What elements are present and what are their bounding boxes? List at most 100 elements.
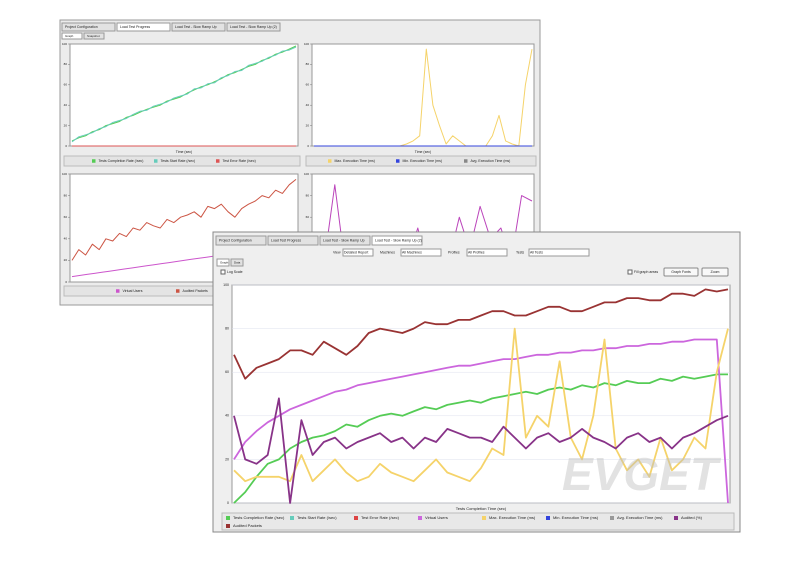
y-tick-label: 60 [306, 83, 310, 87]
legend-swatch [176, 289, 180, 293]
legend-label: Test Error Rate (/sec) [223, 159, 256, 163]
series-line [233, 397, 729, 504]
y-tick-label: 20 [225, 457, 229, 461]
dropdown[interactable] [528, 248, 590, 257]
legend-label: Audited (%) [681, 515, 703, 520]
tab-label: Load Test - Slow Ramp Up [323, 238, 365, 242]
tab[interactable] [226, 22, 281, 32]
series-line [71, 46, 297, 143]
legend-swatch [482, 516, 486, 520]
legend-label: Virtual Users [425, 515, 448, 520]
y-tick-label: 60 [64, 83, 68, 87]
legend-label: Tests Start Rate (/sec) [161, 159, 196, 163]
checkbox[interactable] [220, 269, 226, 275]
checkbox-label: Log Scale [227, 270, 243, 274]
tab-label: Project Configuration [65, 25, 98, 29]
legend-label: Tests Completion Rate (/sec) [233, 515, 285, 520]
button[interactable] [663, 267, 699, 277]
legend-swatch [154, 159, 158, 163]
y-tick-label: 60 [225, 370, 229, 374]
tab[interactable] [319, 235, 371, 246]
tab-label: Graph [65, 34, 74, 38]
legend-swatch [546, 516, 550, 520]
y-tick-label: 60 [306, 215, 310, 219]
dropdown-value: All Tests [530, 250, 543, 254]
watermark: EVGET [562, 448, 722, 500]
tab-label: Load Test - Slow Ramp Up (2) [375, 238, 422, 242]
tab[interactable] [230, 258, 244, 267]
dropdown-value: Detailed Report [344, 250, 368, 254]
y-tick-label: 20 [64, 258, 68, 262]
legend-bar [221, 512, 735, 531]
tab[interactable] [61, 22, 116, 32]
legend-swatch [674, 516, 678, 520]
legend-label: Avg. Execution Time (ms) [471, 159, 511, 163]
tab[interactable] [171, 22, 226, 32]
tab[interactable] [61, 32, 83, 40]
tab[interactable] [267, 235, 319, 246]
y-tick-label: 80 [64, 193, 68, 197]
y-tick-label: 100 [62, 172, 67, 176]
legend-swatch [328, 159, 332, 163]
dropdown-value: All Machines [402, 250, 422, 254]
x-axis-label: Time (sec) [176, 150, 192, 154]
legend-swatch [464, 159, 468, 163]
y-tick-label: 80 [64, 62, 68, 66]
y-tick-label: 40 [306, 103, 310, 107]
legend-label: Audited Packets [183, 289, 209, 293]
y-tick-label: 0 [307, 144, 309, 148]
toolbar-label: Profiles [448, 250, 460, 254]
legend-label: Avg. Execution Time (ms) [617, 515, 663, 520]
legend-swatch [610, 516, 614, 520]
legend-label: Tests Start Rate (/sec) [297, 515, 337, 520]
y-tick-label: 0 [65, 144, 67, 148]
tab[interactable] [83, 32, 105, 40]
checkbox[interactable] [627, 269, 633, 275]
legend-label: Virtual Users [123, 289, 143, 293]
legend-label: Max. Execution Time (ms) [335, 159, 375, 163]
legend-swatch [116, 289, 120, 293]
tab[interactable] [116, 22, 171, 32]
y-tick-label: 0 [65, 280, 67, 284]
tab-label: Load Test - Slow Ramp Up [175, 25, 217, 29]
y-tick-label: 40 [64, 237, 68, 241]
y-tick-label: 100 [304, 172, 309, 176]
legend-swatch [216, 159, 220, 163]
legend-label: Tests Completion Rate (/sec) [99, 159, 144, 163]
dropdown[interactable] [400, 248, 442, 257]
tab-label: Snapshot [87, 34, 100, 38]
toolbar-label: Tests [516, 250, 524, 254]
y-tick-label: 100 [223, 283, 229, 287]
dropdown-value: All Profiles [468, 250, 485, 254]
tab-label: Project Configuration [219, 238, 252, 242]
tab[interactable] [215, 235, 267, 246]
y-tick-label: 80 [225, 327, 229, 331]
legend-label: Min. Execution Time (ms) [403, 159, 442, 163]
legend-swatch [396, 159, 400, 163]
legend-label: Audited Packets [233, 523, 262, 528]
tab-label: Load Test Progress [120, 25, 150, 29]
y-tick-label: 40 [64, 103, 68, 107]
checkbox-label: Fill graph areas [634, 270, 658, 274]
tab[interactable] [216, 258, 230, 267]
series-line [233, 288, 729, 380]
legend-label: Test Error Rate (/sec) [361, 515, 400, 520]
button-label: Graph Fonts [671, 270, 691, 274]
series-line [71, 179, 297, 261]
y-tick-label: 100 [62, 42, 67, 46]
legend-swatch [226, 524, 230, 528]
y-tick-label: 0 [227, 501, 229, 505]
legend-label: Min. Execution Time (ms) [553, 515, 599, 520]
button[interactable] [701, 267, 729, 277]
tab-label: Graph [220, 260, 229, 264]
toolbar-label: Machines [380, 250, 395, 254]
legend-swatch [226, 516, 230, 520]
y-tick-label: 20 [64, 123, 68, 127]
dropdown[interactable] [466, 248, 508, 257]
tab[interactable] [371, 235, 423, 246]
dropdown[interactable] [342, 248, 374, 257]
y-tick-label: 80 [306, 62, 310, 66]
legend-swatch [418, 516, 422, 520]
